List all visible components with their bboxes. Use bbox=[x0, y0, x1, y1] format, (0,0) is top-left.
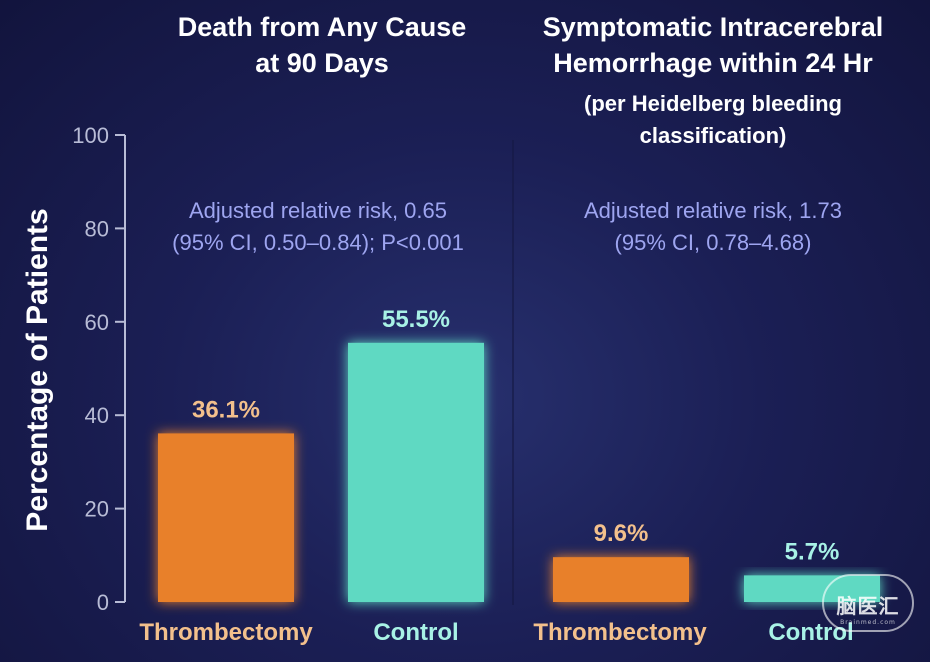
panel-title-line: Death from Any Cause bbox=[178, 12, 467, 42]
relative-risk-annotation: Adjusted relative risk, 1.73 bbox=[584, 198, 842, 223]
panel-divider bbox=[512, 140, 514, 605]
watermark-subtext: Brainmed.com bbox=[840, 619, 896, 626]
bars bbox=[158, 342, 880, 602]
y-tick-label: 20 bbox=[85, 497, 109, 522]
bar-thrombectomy bbox=[553, 557, 689, 602]
bar-control bbox=[348, 342, 484, 602]
relative-risk-annotation: (95% CI, 0.78–4.68) bbox=[615, 230, 812, 255]
watermark-logo: 脑医汇 Brainmed.com bbox=[822, 574, 914, 632]
y-tick-label: 0 bbox=[97, 590, 109, 615]
data-label: 9.6% bbox=[594, 520, 649, 547]
panel-title-line: at 90 Days bbox=[255, 48, 389, 78]
data-label: 5.7% bbox=[785, 538, 840, 565]
data-label: 36.1% bbox=[192, 396, 260, 423]
bar-thrombectomy bbox=[158, 433, 294, 602]
panel-subtitle-line: (per Heidelberg bleeding bbox=[584, 91, 842, 116]
bar-control bbox=[744, 575, 880, 602]
relative-risk-annotation: (95% CI, 0.50–0.84); P<0.001 bbox=[172, 230, 464, 255]
panel-subtitle-line: classification) bbox=[640, 123, 787, 148]
relative-risk-annotation: Adjusted relative risk, 0.65 bbox=[189, 198, 447, 223]
y-tick-label: 80 bbox=[85, 216, 109, 241]
panel-title-line: Symptomatic Intracerebral bbox=[543, 12, 884, 42]
category-label: Control bbox=[373, 619, 458, 646]
y-tick-label: 100 bbox=[72, 123, 109, 148]
panel-title-line: Hemorrhage within 24 Hr bbox=[553, 48, 873, 78]
category-label: Thrombectomy bbox=[533, 619, 707, 646]
category-label: Thrombectomy bbox=[139, 619, 313, 646]
y-axis: 0 20 40 60 80 100 Percentage of Patients bbox=[21, 123, 126, 615]
chart-text: Death from Any Cause at 90 Days Adjusted r… bbox=[139, 12, 883, 646]
y-tick-label: 40 bbox=[85, 403, 109, 428]
y-tick-label: 60 bbox=[85, 310, 109, 335]
data-label: 55.5% bbox=[382, 306, 450, 333]
y-axis-title: Percentage of Patients bbox=[21, 208, 54, 531]
watermark-text: 脑医汇 bbox=[836, 594, 900, 618]
